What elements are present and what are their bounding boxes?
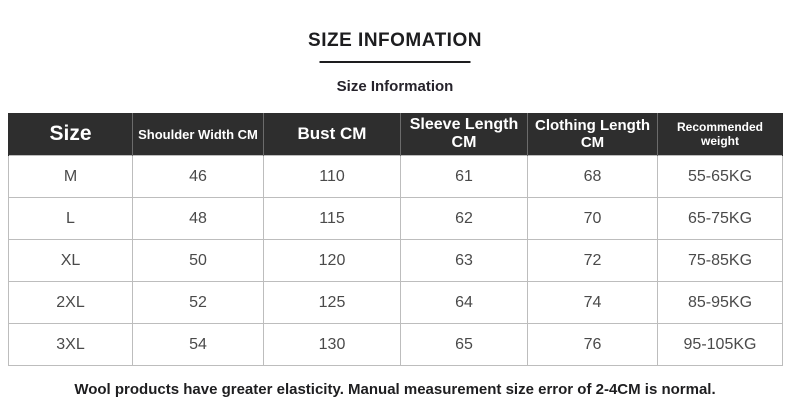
header-cell-bust: Bust CM bbox=[263, 113, 401, 156]
table-cell: 74 bbox=[527, 281, 658, 324]
table-cell: 48 bbox=[132, 197, 264, 240]
table-cell: 55-65KG bbox=[657, 155, 783, 198]
header-cell-sleeve-length: Sleeve Length CM bbox=[400, 113, 528, 156]
table-cell: 2XL bbox=[8, 281, 133, 324]
table-cell: 65-75KG bbox=[657, 197, 783, 240]
header-cell-shoulder-width: Shoulder Width CM bbox=[132, 113, 264, 156]
table-cell: 3XL bbox=[8, 323, 133, 366]
table-cell: 85-95KG bbox=[657, 281, 783, 324]
table-cell: 95-105KG bbox=[657, 323, 783, 366]
table-cell: L bbox=[8, 197, 133, 240]
header-cell-clothing-length: Clothing Length CM bbox=[527, 113, 658, 156]
table-cell: 115 bbox=[263, 197, 401, 240]
table-header-row: Size Shoulder Width CM Bust CM Sleeve Le… bbox=[8, 113, 783, 156]
title-underline bbox=[319, 61, 471, 63]
table-row-xl: XL 50 120 63 72 75-85KG bbox=[8, 239, 783, 282]
table-cell: 50 bbox=[132, 239, 264, 282]
page-subtitle: Size Information bbox=[336, 78, 454, 95]
table-cell: 110 bbox=[263, 155, 401, 198]
table-cell: 54 bbox=[132, 323, 264, 366]
table-cell: 75-85KG bbox=[657, 239, 783, 282]
table-row-m: M 46 110 61 68 55-65KG bbox=[8, 155, 783, 198]
table-cell: 46 bbox=[132, 155, 264, 198]
table-cell: 63 bbox=[400, 239, 528, 282]
table-cell: XL bbox=[8, 239, 133, 282]
table-cell: M bbox=[8, 155, 133, 198]
table-cell: 65 bbox=[400, 323, 528, 366]
table-row-2xl: 2XL 52 125 64 74 85-95KG bbox=[8, 281, 783, 324]
table-cell: 120 bbox=[263, 239, 401, 282]
footnote-text: Wool products have greater elasticity. M… bbox=[74, 381, 716, 398]
table-cell: 125 bbox=[263, 281, 401, 324]
table-row-3xl: 3XL 54 130 65 76 95-105KG bbox=[8, 323, 783, 366]
table-cell: 62 bbox=[400, 197, 528, 240]
table-row-l: L 48 115 62 70 65-75KG bbox=[8, 197, 783, 240]
header-cell-recommended-weight: Recommended weight bbox=[657, 113, 783, 156]
header-cell-size: Size bbox=[8, 113, 133, 156]
table-cell: 52 bbox=[132, 281, 264, 324]
size-table: Size Shoulder Width CM Bust CM Sleeve Le… bbox=[8, 113, 783, 366]
table-cell: 70 bbox=[527, 197, 658, 240]
table-cell: 61 bbox=[400, 155, 528, 198]
table-cell: 76 bbox=[527, 323, 658, 366]
table-cell: 130 bbox=[263, 323, 401, 366]
table-cell: 68 bbox=[527, 155, 658, 198]
table-cell: 72 bbox=[527, 239, 658, 282]
page-title: SIZE INFOMATION bbox=[308, 30, 482, 51]
table-cell: 64 bbox=[400, 281, 528, 324]
